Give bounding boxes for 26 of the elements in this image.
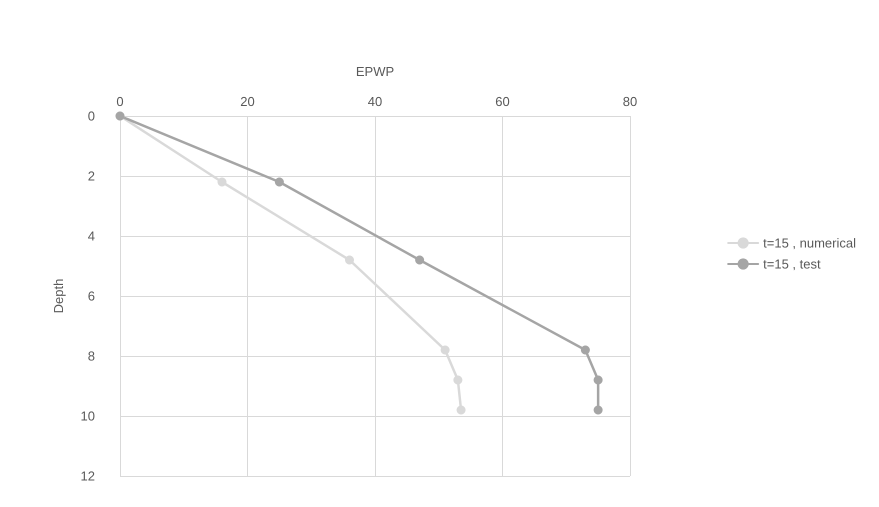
x-tick-label: 40 [368,94,382,109]
y-tick-label: 0 [88,108,95,124]
point [218,178,226,186]
y-axis-title: Depth [51,278,66,314]
legend-label: t=15 , test [763,256,821,272]
point [453,376,462,384]
legend-label: t=15 , numerical [763,236,856,250]
point [415,256,424,264]
point [345,256,354,264]
x-tick-label: 20 [240,94,255,109]
x-axis-title: EPWP [356,64,394,79]
y-tick-label: 8 [88,348,95,364]
x-tick-label: 60 [495,94,510,109]
y-tick-label: 4 [88,228,95,244]
y-tick-label: 12 [80,468,95,484]
point [594,406,603,414]
point [456,406,466,414]
y-tick-label: 10 [80,408,95,424]
x-tick-label: 0 [116,94,124,109]
x-tick-label: 80 [622,94,638,109]
point [594,376,603,384]
point [580,346,590,354]
y-tick-label: 2 [88,168,95,184]
y-tick-label: 6 [88,288,95,304]
point [440,346,450,354]
point [274,178,284,186]
